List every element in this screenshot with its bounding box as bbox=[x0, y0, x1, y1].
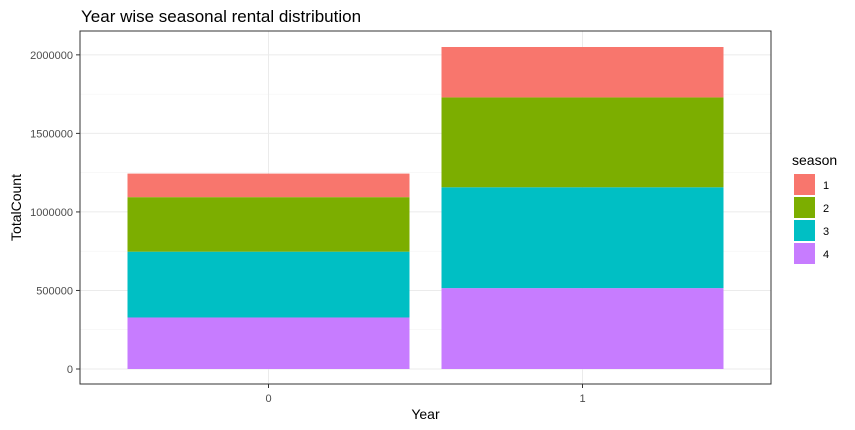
bars bbox=[127, 47, 724, 369]
plot-panel bbox=[79, 30, 772, 385]
x-axis-title: Year bbox=[411, 406, 440, 422]
legend-item-season-2: 2 bbox=[794, 197, 829, 218]
y-tick-label: 1500000 bbox=[30, 128, 73, 140]
bar-segment-year-0-season-1 bbox=[127, 173, 410, 198]
legend-items: 1 2 3 4 bbox=[794, 174, 829, 264]
legend-swatch bbox=[794, 197, 815, 218]
y-tick-label: 2000000 bbox=[30, 50, 73, 62]
legend: season 1 2 3 4 bbox=[792, 152, 837, 264]
bar-segment-year-1-season-4 bbox=[441, 288, 724, 369]
y-axis-title: TotalCount bbox=[8, 174, 24, 241]
y-tick-label: 0 bbox=[67, 364, 73, 376]
legend-label: 1 bbox=[823, 180, 829, 192]
y-axis: 0 500000 1000000 1500000 2000000 bbox=[30, 50, 80, 376]
x-tick-label: 1 bbox=[579, 393, 585, 405]
chart-title: Year wise seasonal rental distribution bbox=[81, 7, 361, 26]
legend-swatch bbox=[794, 220, 815, 241]
legend-label: 3 bbox=[823, 226, 829, 238]
legend-item-season-3: 3 bbox=[794, 220, 829, 241]
bar-segment-year-0-season-3 bbox=[127, 251, 410, 318]
bar-segment-year-0-season-4 bbox=[127, 317, 410, 369]
bar-segment-year-1-season-3 bbox=[441, 187, 724, 289]
legend-label: 2 bbox=[823, 203, 829, 215]
y-tick-label: 1000000 bbox=[30, 207, 73, 219]
y-tick-label: 500000 bbox=[36, 285, 73, 297]
legend-item-season-4: 4 bbox=[794, 243, 829, 264]
bar-segment-year-0-season-2 bbox=[127, 197, 410, 252]
panel-border bbox=[79, 30, 772, 385]
bar-segment-year-1-season-1 bbox=[441, 47, 724, 98]
legend-swatch bbox=[794, 243, 815, 264]
bar-segment-year-1-season-2 bbox=[441, 97, 724, 188]
legend-swatch bbox=[794, 174, 815, 195]
x-tick-label: 0 bbox=[265, 393, 271, 405]
legend-item-season-1: 1 bbox=[794, 174, 829, 195]
legend-label: 4 bbox=[823, 249, 829, 261]
legend-title: season bbox=[792, 152, 837, 168]
